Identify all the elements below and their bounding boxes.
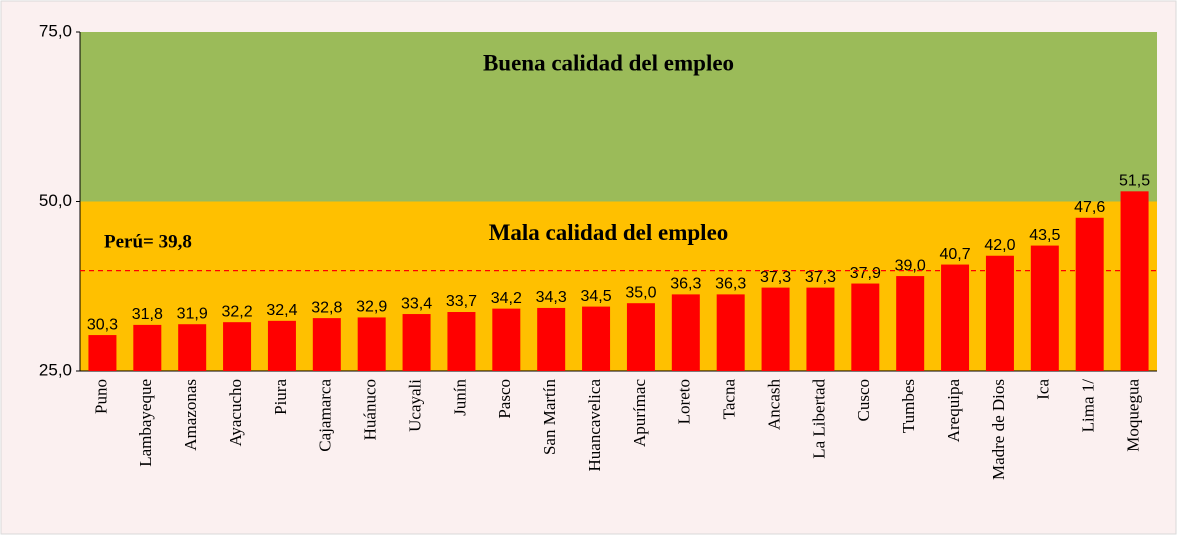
value-label: 32,9 <box>356 299 387 316</box>
x-tick-label: Loreto <box>675 379 694 424</box>
value-label: 30,3 <box>87 316 118 333</box>
bar <box>178 324 207 371</box>
value-label: 33,7 <box>446 293 477 310</box>
x-tick-label: Lambayeque <box>136 379 155 467</box>
value-label: 34,3 <box>536 289 567 306</box>
band <box>80 32 1157 202</box>
y-tick-label: 25,0 <box>39 360 72 379</box>
x-tick-label: Amazonas <box>181 379 200 451</box>
x-tick-label: Tumbes <box>899 379 918 433</box>
bar <box>223 322 252 371</box>
bar <box>716 294 745 371</box>
bar <box>985 255 1014 371</box>
band <box>80 201 1157 371</box>
x-tick-label: Cusco <box>854 379 873 422</box>
x-tick-label: Huancavelica <box>585 379 604 472</box>
bar <box>851 283 880 371</box>
value-label: 47,6 <box>1074 199 1105 216</box>
x-tick-label: Apurímac <box>630 379 649 447</box>
value-label: 32,2 <box>221 303 252 320</box>
bar <box>447 312 476 371</box>
value-label: 36,3 <box>670 276 701 293</box>
value-label: 39,0 <box>895 257 926 274</box>
value-label: 51,5 <box>1119 173 1150 190</box>
band-label: Buena calidad del empleo <box>483 50 734 75</box>
bar <box>1075 217 1104 371</box>
band-label: Mala calidad del empleo <box>489 220 729 245</box>
bar <box>626 303 655 371</box>
value-label: 43,5 <box>1029 227 1060 244</box>
x-tick-label: Arequipa <box>944 379 963 443</box>
value-label: 40,7 <box>939 246 970 263</box>
value-label: 33,4 <box>401 295 432 312</box>
y-tick-label: 75,0 <box>39 21 72 40</box>
bar <box>1120 191 1149 371</box>
bar <box>133 324 162 371</box>
y-tick-label: 50,0 <box>39 191 72 210</box>
x-tick-label: Huánuco <box>361 379 380 440</box>
bar <box>357 317 386 371</box>
bar <box>267 320 296 371</box>
x-tick-label: Ucayali <box>405 379 424 432</box>
bar <box>806 287 835 371</box>
x-tick-label: Pasco <box>495 379 514 419</box>
bar <box>402 314 431 371</box>
x-tick-label: Junín <box>450 379 469 416</box>
x-tick-label: La Libertad <box>809 379 828 459</box>
value-label: 37,3 <box>760 269 791 286</box>
bar <box>88 335 117 371</box>
bar <box>671 294 700 371</box>
bar <box>312 318 341 371</box>
value-label: 42,0 <box>984 237 1015 254</box>
bar <box>896 276 925 371</box>
value-label: 36,3 <box>715 276 746 293</box>
reference-label: Perú= 39,8 <box>104 231 192 252</box>
bar <box>492 308 521 371</box>
value-label: 34,5 <box>580 288 611 305</box>
bar <box>1030 245 1059 371</box>
value-label: 37,9 <box>850 265 881 282</box>
value-label: 32,8 <box>311 299 342 316</box>
x-tick-label: Tacna <box>720 379 739 420</box>
bar <box>537 307 566 371</box>
bar <box>582 306 611 371</box>
bar <box>941 264 970 371</box>
x-tick-label: Ayacucho <box>226 379 245 446</box>
x-tick-label: Ancash <box>764 379 783 430</box>
x-tick-label: Puno <box>91 379 110 414</box>
x-tick-label: Ica <box>1034 379 1053 400</box>
value-label: 31,9 <box>177 305 208 322</box>
value-label: 31,8 <box>132 306 163 323</box>
x-tick-label: Lima 1/ <box>1079 379 1098 433</box>
x-tick-label: Madre de Dios <box>989 379 1008 480</box>
x-tick-label: Piura <box>271 379 290 415</box>
x-tick-label: Moquegua <box>1123 379 1142 452</box>
bar <box>761 287 790 371</box>
value-label: 34,2 <box>491 290 522 307</box>
value-label: 35,0 <box>625 284 656 301</box>
value-label: 37,3 <box>805 269 836 286</box>
x-tick-label: San Martín <box>540 379 559 456</box>
value-label: 32,4 <box>266 302 297 319</box>
x-tick-label: Cajamarca <box>316 379 335 452</box>
